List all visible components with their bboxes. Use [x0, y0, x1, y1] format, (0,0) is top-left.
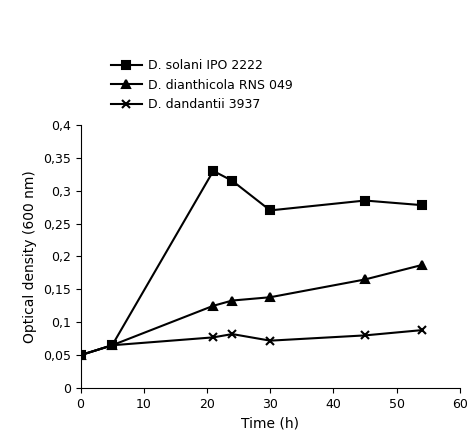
Line: D. solani IPO 2222: D. solani IPO 2222: [76, 167, 426, 359]
D. dianthicola RNS 049: [210, 303, 216, 309]
D. solani IPO 2222: [419, 202, 425, 208]
Line: D. dianthicola RNS 049: D. dianthicola RNS 049: [76, 261, 426, 359]
D. dandantii 3937: [267, 338, 273, 343]
D. dandantii 3937: [210, 334, 216, 340]
D. solani IPO 2222: [229, 178, 235, 183]
D. dandantii 3937: [362, 333, 368, 338]
D. dianthicola RNS 049: [419, 262, 425, 268]
Y-axis label: Optical density (600 nm): Optical density (600 nm): [23, 170, 37, 343]
D. solani IPO 2222: [78, 352, 83, 358]
D. dandantii 3937: [419, 327, 425, 333]
D. dandantii 3937: [109, 343, 115, 348]
X-axis label: Time (h): Time (h): [241, 416, 299, 430]
D. dianthicola RNS 049: [109, 343, 115, 348]
Line: D. dandantii 3937: D. dandantii 3937: [76, 326, 426, 359]
D. solani IPO 2222: [362, 198, 368, 203]
D. dianthicola RNS 049: [362, 277, 368, 282]
D. solani IPO 2222: [210, 168, 216, 173]
D. dianthicola RNS 049: [267, 294, 273, 300]
D. dianthicola RNS 049: [229, 298, 235, 303]
D. dianthicola RNS 049: [78, 352, 83, 358]
D. solani IPO 2222: [109, 343, 115, 348]
Legend: D. solani IPO 2222, D. dianthicola RNS 049, D. dandantii 3937: D. solani IPO 2222, D. dianthicola RNS 0…: [106, 54, 298, 116]
D. dandantii 3937: [229, 331, 235, 337]
D. dandantii 3937: [78, 352, 83, 358]
D. solani IPO 2222: [267, 208, 273, 213]
